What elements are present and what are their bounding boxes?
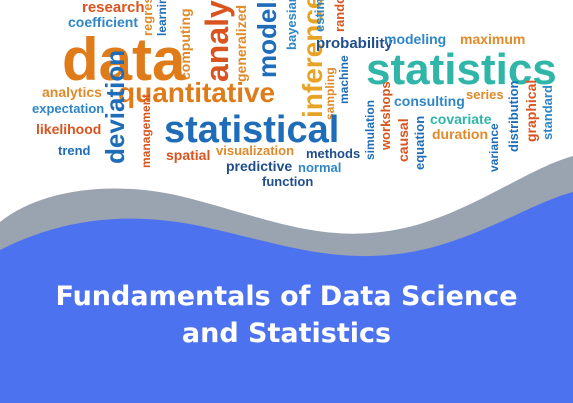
word-methods: methods bbox=[306, 146, 360, 161]
word-distribution: distribution bbox=[506, 80, 521, 152]
word-statistical: statistical bbox=[164, 109, 339, 151]
word-research: research bbox=[82, 0, 145, 16]
course-title-line-1: Fundamentals of Data Science bbox=[55, 281, 518, 312]
word-probability: probability bbox=[316, 35, 393, 52]
word-expectation: expectation bbox=[32, 101, 104, 116]
word-predictive: predictive bbox=[226, 158, 292, 174]
word-normal: normal bbox=[298, 160, 341, 175]
word-random: random bbox=[332, 0, 347, 32]
word-standard: standard bbox=[540, 85, 555, 140]
word-cloud: research coefficient regression learning… bbox=[32, 0, 557, 189]
word-covariate: covariate bbox=[430, 111, 492, 127]
word-statistics: statistics bbox=[366, 45, 557, 94]
word-function: function bbox=[262, 174, 313, 189]
word-modeling: modeling bbox=[384, 31, 446, 47]
word-visualization: visualization bbox=[216, 143, 294, 158]
word-generalized: generalized bbox=[233, 5, 249, 82]
word-management: management bbox=[139, 94, 153, 168]
word-likelihood: likelihood bbox=[36, 121, 101, 137]
word-equation: equation bbox=[412, 116, 427, 170]
word-consulting: consulting bbox=[394, 93, 465, 109]
course-title-line-2: and Statistics bbox=[181, 318, 392, 349]
word-quantitative: quantitative bbox=[118, 77, 275, 108]
word-coefficient: coefficient bbox=[68, 14, 138, 30]
course-title: Fundamentals of Data Science and Statist… bbox=[0, 278, 573, 352]
wave-banner bbox=[0, 192, 573, 403]
word-duration: duration bbox=[432, 126, 488, 142]
word-machine: machine bbox=[337, 55, 351, 104]
word-regression: regression bbox=[140, 0, 155, 36]
word-inference: inference bbox=[297, 0, 328, 118]
word-graphical: graphical bbox=[523, 80, 539, 142]
word-models: models bbox=[252, 0, 282, 78]
word-sampling: sampling bbox=[323, 67, 337, 120]
word-learning: learning bbox=[155, 0, 169, 36]
word-simulation: simulation bbox=[363, 100, 377, 160]
word-computing: computing bbox=[177, 8, 193, 80]
word-analytics: analytics bbox=[42, 84, 102, 100]
word-series: series bbox=[466, 87, 504, 102]
word-estimation: estimation bbox=[312, 0, 327, 32]
word-spatial: spatial bbox=[166, 147, 210, 163]
word-bayesian: bayesian bbox=[284, 0, 299, 50]
word-variance: variance bbox=[487, 123, 501, 172]
word-causal: causal bbox=[395, 118, 411, 162]
word-analysis: analysis bbox=[199, 0, 235, 82]
word-deviation: deviation bbox=[100, 50, 130, 164]
word-workshops: workshops bbox=[378, 81, 393, 151]
word-data: data bbox=[62, 26, 186, 93]
word-maximum: maximum bbox=[460, 31, 525, 47]
word-trend: trend bbox=[58, 143, 91, 158]
